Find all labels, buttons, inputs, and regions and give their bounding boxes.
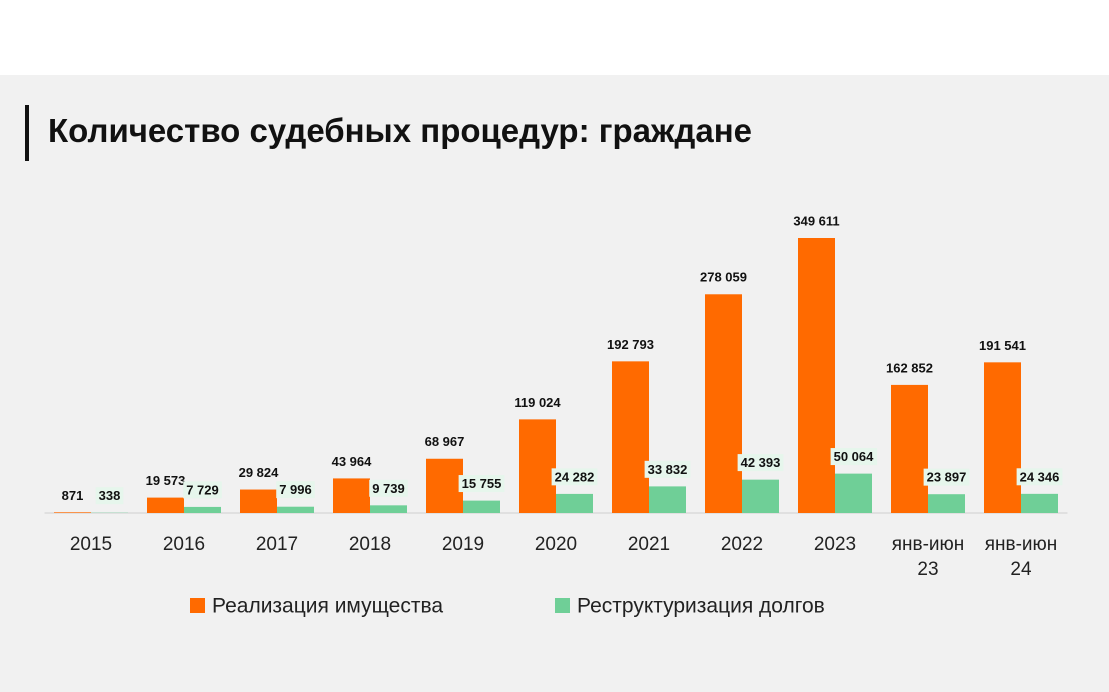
data-label-background <box>830 448 878 466</box>
data-label: 162 852 <box>886 360 933 375</box>
x-tick-label: 2023 <box>813 534 857 555</box>
data-label: 9 739 <box>372 481 405 496</box>
legend-label: Реструктуризация долгов <box>577 595 825 618</box>
bar <box>426 458 463 513</box>
bar <box>519 419 556 513</box>
data-label-background <box>644 460 691 478</box>
bar <box>333 478 370 513</box>
bar <box>556 493 593 513</box>
data-label: 119 024 <box>514 395 561 410</box>
data-label: 191 541 <box>979 338 1026 353</box>
bar <box>649 486 686 513</box>
bar <box>705 294 742 513</box>
bar <box>54 512 91 513</box>
data-label-background <box>183 481 222 499</box>
data-label: 50 064 <box>834 449 875 464</box>
bar <box>184 506 221 513</box>
title-accent <box>25 105 29 161</box>
data-label-background <box>923 468 970 486</box>
slide-background <box>0 75 1109 692</box>
bar <box>612 361 649 513</box>
legend-label: Реализация имущества <box>212 595 443 618</box>
chart-title: Количество судебных процедур: граждане <box>48 112 752 149</box>
data-label-background <box>551 468 598 486</box>
bar <box>742 479 779 513</box>
data-label-background <box>95 487 124 505</box>
legend-swatch <box>555 598 570 613</box>
data-label: 23 897 <box>927 470 967 485</box>
data-label: 24 282 <box>555 469 595 484</box>
data-label: 42 393 <box>741 455 781 470</box>
data-label: 43 964 <box>332 454 373 469</box>
x-tick-label: 2021 <box>627 534 671 555</box>
data-label: 24 346 <box>1020 469 1060 484</box>
x-tick-label: 2015 <box>69 534 113 555</box>
bar <box>798 238 835 513</box>
data-label: 7 729 <box>186 482 219 497</box>
data-label: 68 967 <box>425 434 465 449</box>
data-label: 7 996 <box>279 482 312 497</box>
bar <box>1021 493 1058 513</box>
bar <box>891 384 928 513</box>
x-tick-label: 2016 <box>162 534 206 555</box>
bar <box>370 505 407 513</box>
x-tick-label: янв-июн 24 <box>984 534 1058 580</box>
data-label-background <box>1016 468 1063 486</box>
data-label: 15 755 <box>462 476 502 491</box>
data-label: 871 <box>62 488 84 503</box>
bar <box>463 500 500 513</box>
data-label-background <box>369 479 408 497</box>
data-label: 278 059 <box>700 270 747 285</box>
bar <box>147 497 184 513</box>
data-label-background <box>276 481 315 499</box>
x-tick-label: 2020 <box>534 534 578 555</box>
bar <box>240 489 277 513</box>
data-label: 192 793 <box>607 337 654 352</box>
x-tick-label: 2017 <box>255 534 299 555</box>
data-label: 19 573 <box>146 473 186 488</box>
legend-swatch <box>190 598 205 613</box>
x-tick-label: 2019 <box>441 534 485 555</box>
x-tick-label: янв-июн 23 <box>891 534 965 580</box>
data-label: 349 611 <box>793 213 839 228</box>
bar <box>277 506 314 513</box>
data-label-background <box>458 475 505 493</box>
data-label-background <box>737 454 784 472</box>
data-label: 338 <box>99 488 121 503</box>
data-label: 29 824 <box>239 465 280 480</box>
bar <box>984 362 1021 513</box>
bar <box>835 473 872 513</box>
x-tick-label: 2022 <box>720 534 764 555</box>
x-tick-label: 2018 <box>348 534 392 555</box>
bar <box>928 494 965 513</box>
data-label: 33 832 <box>648 462 688 477</box>
